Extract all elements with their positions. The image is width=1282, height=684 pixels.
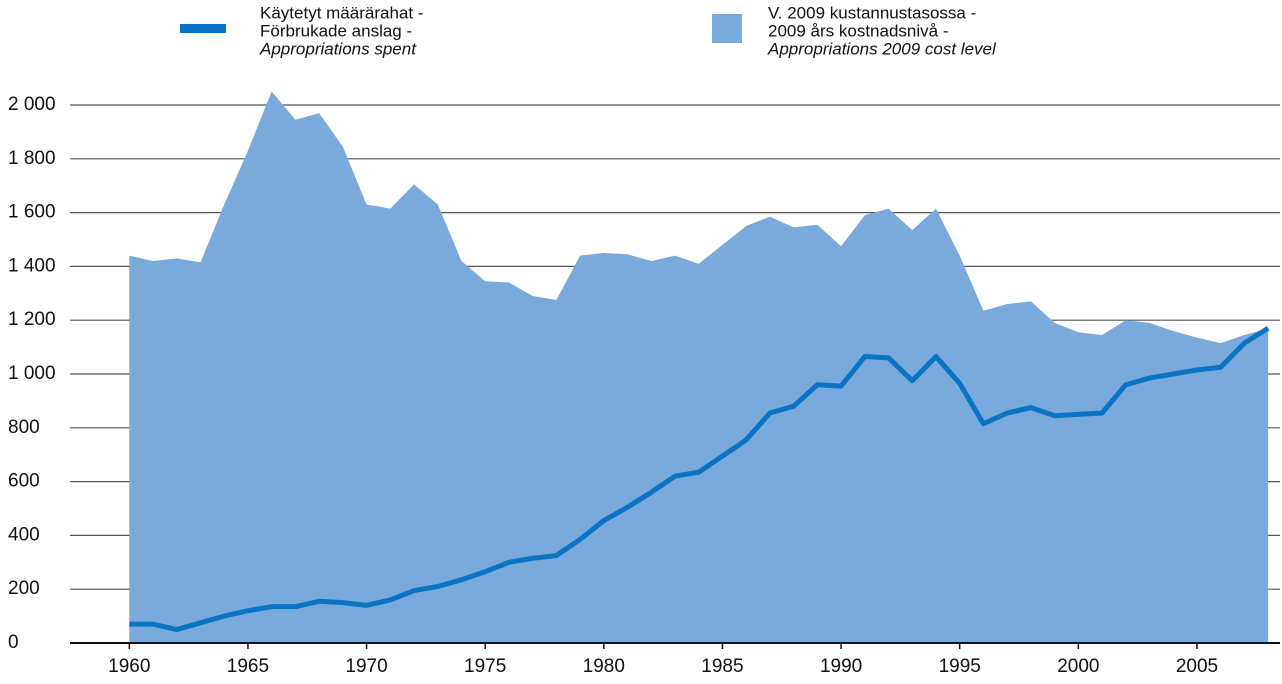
x-tick-label: 1995 [939,656,981,677]
legend-label: Käytetyt määrärahat - [260,3,423,22]
x-tick-label: 2000 [1057,656,1099,677]
legend-label: Appropriations 2009 cost level [767,39,997,58]
legend-swatch [180,24,226,33]
y-tick-label: 2 000 [8,94,56,115]
y-tick-label: 0 [8,632,19,653]
x-tick-label: 1985 [701,656,743,677]
y-tick-label: 1 000 [8,363,56,384]
x-tick-label: 1960 [108,656,150,677]
area [129,91,1269,644]
line [129,326,1270,633]
legend-label: Appropriations spent [259,39,417,58]
y-tick-label: 1 200 [8,309,56,330]
y-tick-label: 600 [8,471,40,492]
y-tick-label: 1 400 [8,255,56,276]
legend-label: 2009 års kostnadsnivå - [768,21,949,40]
x-tick-label: 1970 [345,656,387,677]
x-tick-label: 1965 [227,656,269,677]
x-tick-label: 1990 [820,656,862,677]
y-tick-label: 1 600 [8,202,56,223]
legend-label: V. 2009 kustannustasossa - [768,3,976,22]
y-tick-label: 800 [8,417,40,438]
x-tick-label: 1980 [583,656,625,677]
legend-swatch [712,14,742,43]
legend-label: Förbrukade anslag - [260,21,412,40]
y-tick-label: 1 800 [8,148,56,169]
x-tick-label: 1975 [464,656,506,677]
y-tick-label: 400 [8,524,40,545]
x-tick-label: 2005 [1176,656,1218,677]
y-tick-label: 200 [8,578,40,599]
